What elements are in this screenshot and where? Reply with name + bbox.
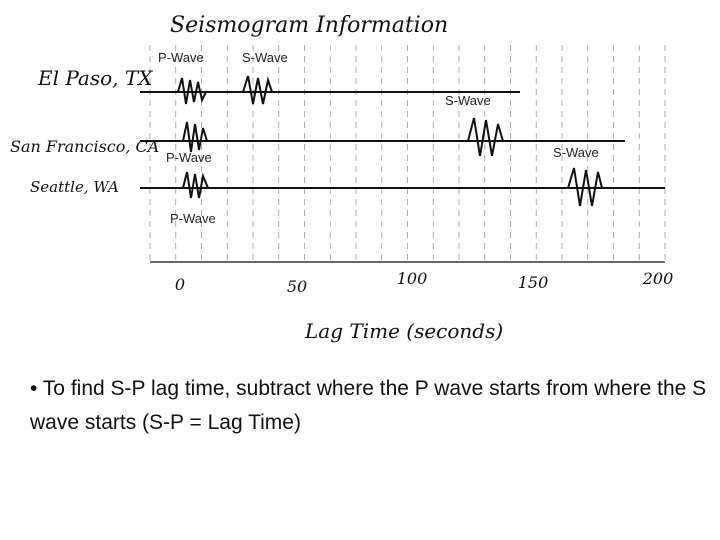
traces (140, 75, 665, 263)
p-wave-squiggle (182, 121, 208, 153)
bullet-text: • To find S-P lag time, subtract where t… (30, 377, 707, 434)
wave-label: S-Wave (242, 50, 288, 65)
axis-tick-label: 50 (287, 277, 307, 296)
grid (149, 45, 666, 265)
station: El Paso, TX (37, 66, 153, 90)
axis-tick-label: 0 (175, 275, 185, 294)
wave-label: S-Wave (445, 93, 491, 108)
s-wave-squiggle (242, 75, 273, 105)
wave-label: P-Wave (158, 50, 204, 65)
seismogram: Seismogram Information El Paso, TX San F… (10, 13, 674, 343)
axis-tick-label: 150 (518, 273, 549, 292)
wave-label: P-Wave (170, 211, 216, 226)
s-wave-squiggle (467, 117, 504, 157)
axis-label: Lag Time (seconds) (304, 319, 503, 343)
wave-label: S-Wave (553, 145, 599, 160)
axis-tick-label: 200 (642, 269, 674, 288)
s-wave-squiggle (567, 167, 603, 207)
title: Seismogram Information (170, 13, 448, 38)
station: San Francisco, CA (10, 137, 159, 156)
station: Seattle, WA (30, 178, 119, 196)
p-wave-squiggle (182, 171, 209, 199)
axis-tick-label: 100 (397, 269, 428, 288)
p-wave-squiggle (177, 77, 207, 105)
wave-label: P-Wave (166, 150, 212, 165)
